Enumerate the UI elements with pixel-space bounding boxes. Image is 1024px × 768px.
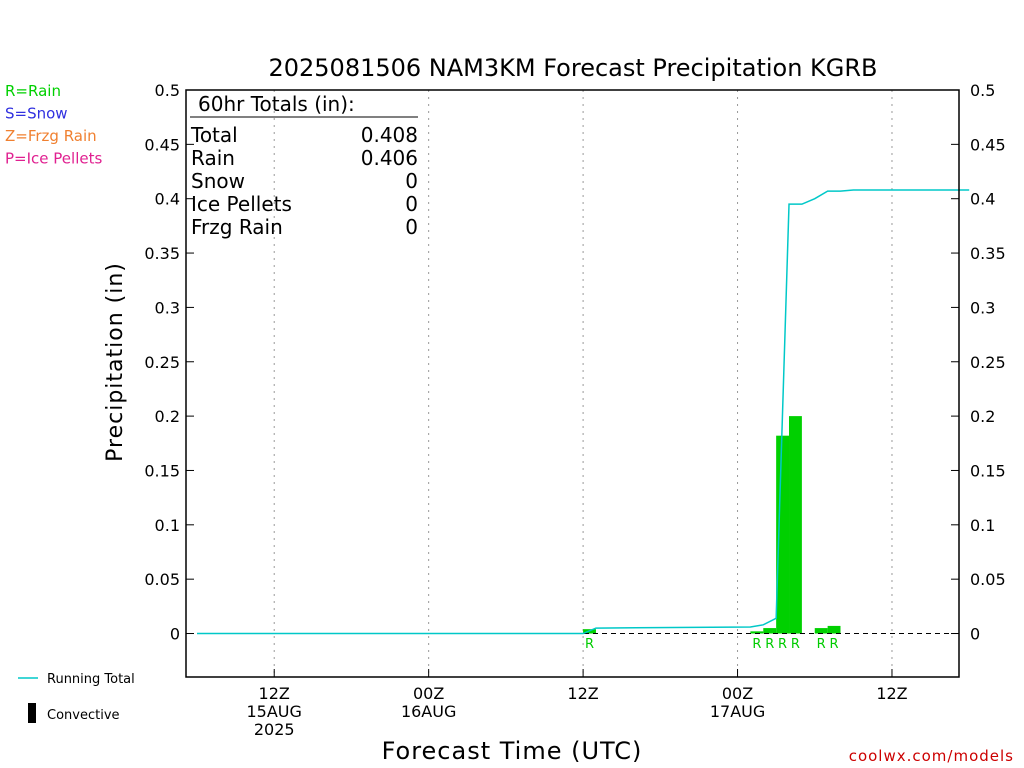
totals-box: 60hr Totals (in): Total 0.408 Rain 0.406 Sno…	[190, 92, 418, 239]
y-tick-label-right-10: 0.5	[970, 81, 995, 100]
y-tick-label-right-3: 0.15	[970, 461, 1006, 480]
y-tick-label-right-8: 0.4	[970, 190, 995, 209]
ptype-legend-item-3: P=Ice Pellets	[5, 150, 102, 168]
bottom-legend: Running Total Convective	[18, 672, 135, 723]
y-tick-label-left-4: 0.2	[155, 407, 180, 426]
x-axis-label: Forecast Time (UTC)	[382, 737, 643, 765]
convective-legend-swatch	[28, 703, 36, 723]
totals-header: 60hr Totals (in):	[198, 92, 355, 116]
y-tick-label-left-9: 0.45	[144, 135, 180, 154]
ptype-label-3: R	[778, 637, 787, 652]
x-tick-label-0-2: 2025	[254, 720, 295, 739]
rain-bar-1	[750, 631, 764, 634]
totals-label-2: Snow	[191, 169, 245, 193]
credit-text: coolwx.com/models	[849, 747, 1014, 765]
totals-value-1: 0.406	[361, 146, 418, 170]
x-tick-label-0-0: 12Z	[259, 684, 290, 703]
y-tick-label-left-2: 0.1	[155, 516, 180, 535]
y-tick-label-right-1: 0.05	[970, 570, 1006, 589]
x-tick-label-4-0: 12Z	[876, 684, 907, 703]
totals-value-2: 0	[405, 169, 418, 193]
totals-label-4: Frzg Rain	[191, 215, 283, 239]
y-tick-label-right-7: 0.35	[970, 244, 1006, 263]
ptype-legend: R=Rain S=Snow Z=Frzg Rain P=Ice Pellets	[5, 82, 102, 168]
x-tick-label-1-0: 00Z	[413, 684, 444, 703]
y-tick-label-right-0: 0	[970, 625, 980, 644]
plot-frame	[185, 89, 960, 678]
rain-bar-3	[776, 435, 790, 634]
y-tick-label-left-1: 0.05	[144, 570, 180, 589]
ptype-legend-item-0: R=Rain	[5, 82, 61, 100]
totals-label-1: Rain	[191, 146, 235, 170]
rain-bar-4	[789, 416, 802, 634]
y-tick-label-right-4: 0.2	[970, 407, 995, 426]
x-tick-label-1-1: 16AUG	[401, 702, 456, 721]
y-tick-label-left-6: 0.3	[155, 298, 180, 317]
running-total-line	[197, 189, 970, 635]
bars-group	[583, 416, 841, 634]
y-tick-label-left-10: 0.5	[155, 81, 180, 100]
totals-label-3: Ice Pellets	[191, 192, 292, 216]
ptype-label-6: R	[830, 637, 839, 652]
rain-bar-2	[763, 628, 777, 634]
ptype-label-4: R	[791, 637, 800, 652]
y-tick-label-left-7: 0.35	[144, 244, 180, 263]
y-tick-label-right-5: 0.25	[970, 353, 1006, 372]
y-tick-label-left-5: 0.25	[144, 353, 180, 372]
totals-value-3: 0	[405, 192, 418, 216]
y-tick-label-left-0: 0	[170, 625, 180, 644]
ptype-label-0: R	[585, 637, 594, 652]
x-tick-label-3-1: 17AUG	[710, 702, 765, 721]
y-tick-label-right-2: 0.1	[970, 516, 995, 535]
y-tick-label-left-8: 0.4	[155, 190, 180, 209]
ptype-legend-item-2: Z=Frzg Rain	[5, 127, 97, 145]
x-tick-label-0-1: 15AUG	[247, 702, 302, 721]
y-tick-label-right-9: 0.45	[970, 135, 1006, 154]
ptype-legend-item-1: S=Snow	[5, 105, 68, 123]
ptype-label-2: R	[765, 637, 774, 652]
totals-value-0: 0.408	[361, 123, 418, 147]
y-axis-ticks: 0 00.05 0.050.1 0.10.15 0.150.2 0.20.25 0.250.…	[144, 81, 1005, 644]
totals-label-0: Total	[190, 123, 238, 147]
running-total-legend-label: Running Total	[47, 672, 135, 687]
y-tick-label-right-6: 0.3	[970, 298, 995, 317]
convective-legend-label: Convective	[47, 708, 120, 723]
ptype-label-5: R	[817, 637, 826, 652]
x-tick-label-3-0: 00Z	[722, 684, 753, 703]
y-axis-label: Precipitation (in)	[103, 262, 128, 462]
ptype-label-1: R	[752, 637, 761, 652]
rain-bar-6	[827, 625, 841, 634]
chart-title: 2025081506 NAM3KM Forecast Precipitation…	[268, 54, 877, 82]
totals-value-4: 0	[405, 215, 418, 239]
rain-bar-5	[814, 628, 828, 634]
x-tick-label-2-0: 12Z	[567, 684, 598, 703]
y-tick-label-left-3: 0.15	[144, 461, 180, 480]
